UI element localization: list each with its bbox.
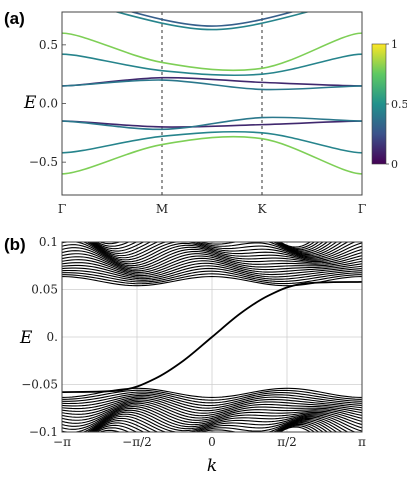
panel-a-band-line [62, 120, 362, 128]
panel-b-bulk-band [94, 242, 324, 252]
panel-a-xtick-label: Γ [358, 202, 366, 216]
panel-b-bulk-band [62, 409, 362, 432]
panel-b-bulk-band [62, 404, 362, 424]
panel-b-bulk-band [62, 400, 362, 419]
panel-b-bulk-band [92, 421, 329, 432]
panel-b-xlabel: k [207, 456, 217, 476]
panel-b-bulk-band [62, 394, 362, 409]
panel-a-ylabel: E [23, 93, 37, 113]
panel-b-bulk-band [62, 242, 362, 265]
panel-a-band-line [62, 116, 362, 131]
panel-b-label: (b) [4, 235, 26, 254]
panel-b-xtick-label: 0 [208, 435, 216, 449]
panel-b-bulk-band [62, 393, 362, 407]
panel-b-bulk-band [62, 257, 362, 275]
panel-b-bulk-band [62, 270, 362, 283]
panel-a-ytick-label: 0.0 [39, 97, 58, 111]
colorbar-tick-label: 0 [391, 158, 398, 171]
colorbar-ticks: 00.51 [386, 38, 407, 171]
colorbar [371, 43, 387, 165]
panel-b-bulk-band [95, 423, 320, 432]
panel-b-bulk-band [62, 273, 362, 285]
colorbar-tick-label: 1 [391, 38, 398, 51]
panel-a-band-line [62, 76, 362, 87]
panel-a-xtick-label: Γ [58, 202, 66, 216]
panel-a-band-line [62, 53, 362, 77]
panel-b-bulk-band [82, 242, 357, 263]
panel-b-xtick-label: π/2 [277, 435, 297, 449]
panel-a-band-line [32, 205, 392, 231]
panel-a-plot: −0.5 0.0 0.5 Γ M K Γ [29, 12, 392, 235]
panel-b-ytick-label: −0.1 [29, 425, 58, 439]
panel-b-bulk-band [86, 413, 349, 432]
panel-b-bulk-band [82, 411, 357, 432]
panel-b-bulk-band [62, 250, 362, 270]
panel-a-band-line [62, 32, 362, 72]
panel-b-bulk-band [62, 267, 362, 281]
colorbar-tick-label: 0.5 [391, 98, 407, 111]
panel-b-xtick-label: −π/2 [122, 435, 152, 449]
panel-b-bulk-band [62, 265, 362, 280]
panel-b-bulk-band [88, 242, 343, 259]
panel-b-bulk-band [62, 260, 362, 277]
panel-b-bulk-band [90, 417, 338, 432]
panel-b-edge-state [62, 281, 362, 393]
panel-b-xtick-label: π [358, 435, 366, 449]
panel-a-band-line [62, 130, 362, 154]
panel-b-bulk-band [62, 255, 362, 274]
panel-b-ylabel: E [19, 328, 33, 348]
panel-b-bulk-band [62, 391, 362, 404]
panel-b-bulk-band [62, 244, 362, 267]
panel-b-bulk-band [92, 242, 329, 253]
panel-b-xtick-label: −π [53, 435, 71, 449]
panel-a-xtick-label: K [258, 202, 268, 216]
panel-b-bulk-band [95, 242, 320, 251]
panel-b-bulk-band [62, 407, 362, 430]
panel-a-band-line [62, 135, 362, 175]
panel-a-band-line [62, 79, 362, 91]
panel-b-bulk-band [88, 415, 343, 432]
panel-b-bulk-band [62, 397, 362, 414]
panel-b-ytick-label: 0.1 [39, 235, 58, 249]
panel-b-bulk-band [94, 422, 324, 432]
panel-b-bulk-band [62, 247, 362, 268]
panel-b-bulk-band [62, 396, 362, 412]
panel-a-frame [61, 11, 363, 196]
panel-b-bulk-band [98, 242, 316, 249]
panel-b-bulk-band [98, 425, 316, 432]
panel-b-bulk-band [62, 402, 362, 421]
panel-b-bulk-band [62, 253, 362, 272]
panel-b-bands [62, 242, 362, 432]
panel-a-ytick-label: −0.5 [29, 155, 58, 169]
panel-b-ytick-label: 0.05 [31, 283, 58, 297]
panel-b-bulk-band [62, 389, 362, 401]
panel-b-bulk-band [62, 399, 362, 417]
panel-a-band-line [113, 12, 311, 31]
panel-a-label: (a) [4, 9, 25, 28]
panel-b-plot: −π −π/2 0 π/2 π −0.1 −0.05 0. 0.05 0.1 [21, 235, 366, 449]
panel-b-ytick-label: −0.05 [21, 378, 58, 392]
panel-b-bulk-band [86, 242, 349, 261]
panel-a-band-line [129, 12, 295, 27]
panel-b-bulk-band [90, 242, 338, 257]
panel-b-ytick-label: 0. [47, 330, 58, 344]
panel-a-band-line [32, 209, 392, 235]
panel-a-xtick-label: M [156, 202, 168, 216]
panel-b-frame [61, 241, 363, 433]
panel-b-bulk-band [62, 406, 362, 427]
panel-a-bands [32, 12, 392, 235]
panel-b-bulk-band [62, 262, 362, 278]
panel-a-ytick-label: 0.5 [39, 38, 58, 52]
